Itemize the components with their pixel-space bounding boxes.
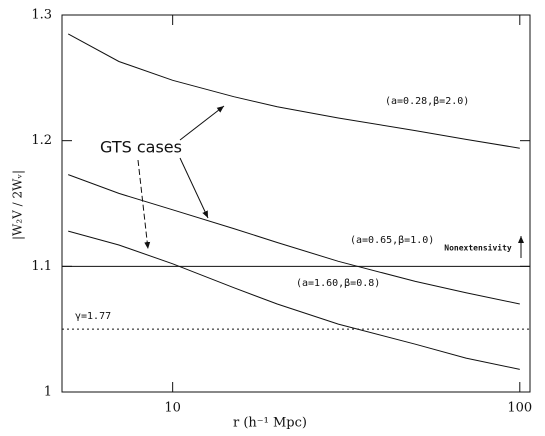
reference-label: γ=1.77 xyxy=(75,311,111,322)
arrow xyxy=(179,105,225,141)
arrow xyxy=(137,159,151,250)
series-line xyxy=(68,230,520,370)
y-tick-label: 1.1 xyxy=(31,259,52,274)
series-line xyxy=(67,33,520,149)
y-tick-label: 1 xyxy=(44,385,52,400)
y-tick-label: 1.2 xyxy=(31,133,52,148)
y-tick-label: 1.3 xyxy=(31,8,52,23)
x-tick-label: 100 xyxy=(507,401,532,416)
series-line xyxy=(68,174,520,305)
x-tick-label: 10 xyxy=(164,401,181,416)
series-label: (a=0.28,β=2.0) xyxy=(385,96,469,107)
x-axis-label: r (h⁻¹ Mpc) xyxy=(233,416,307,431)
arrow xyxy=(179,157,209,219)
reference-label: Nonextensivity xyxy=(444,243,512,253)
y-axis-label: |W₂V / 2Wᵥ| xyxy=(11,170,25,240)
annotation: GTS cases xyxy=(100,138,182,157)
series-label: (a=0.65,β=1.0) xyxy=(350,235,434,246)
series-label: (a=1.60,β=0.8) xyxy=(296,278,380,289)
plot-frame xyxy=(61,14,531,393)
